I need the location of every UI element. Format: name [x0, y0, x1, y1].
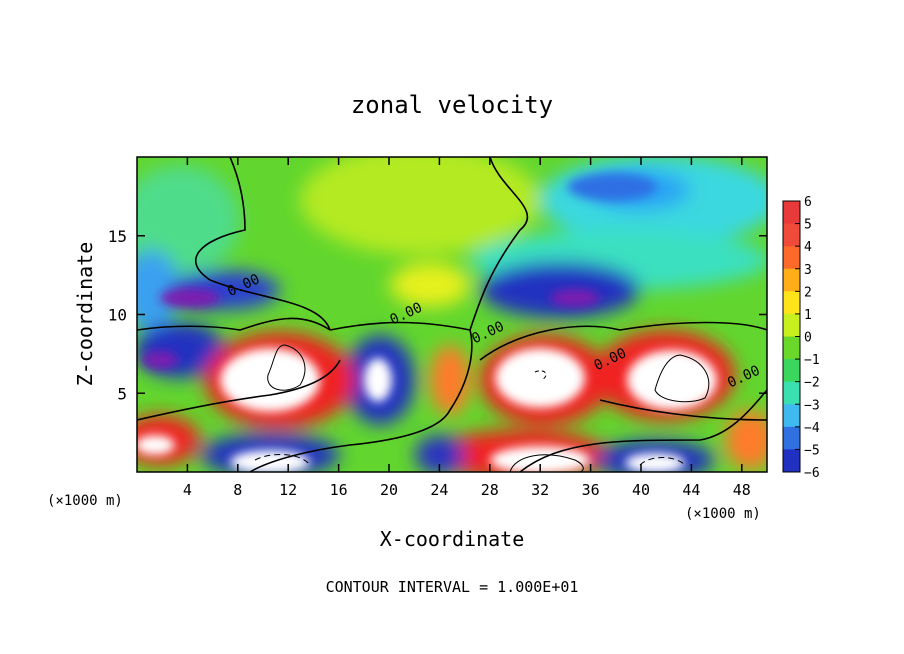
colorbar-tick-label: 6: [804, 195, 812, 210]
colorbar-tick-label: 3: [804, 263, 812, 278]
y-tick-label: 10: [108, 306, 127, 325]
x-tick-label: 8: [233, 481, 242, 499]
zero-contour-lines: [137, 157, 767, 472]
colorbar: 6 5 4 3 2 1 0 −1 −2 −3 −4 −5 −6: [782, 195, 820, 481]
contour-interval-note: CONTOUR INTERVAL = 1.000E+01: [326, 578, 579, 596]
x-tick-label: 36: [582, 481, 600, 499]
colorbar-tick-label: −6: [804, 466, 820, 481]
y-tick-label: 15: [108, 227, 127, 246]
x-tick-label: 32: [531, 481, 549, 499]
colorbar-segment: [783, 268, 800, 292]
x-tick-label: 24: [430, 481, 448, 499]
colorbar-tick-label: −3: [804, 398, 820, 413]
colorbar-segment: [783, 313, 800, 337]
colorbar-tick-label: 0: [804, 331, 812, 346]
colorbar-tick-label: −5: [804, 443, 820, 458]
x-tick-label: 28: [481, 481, 499, 499]
x-axis-label: X-coordinate: [380, 527, 525, 551]
colorbar-tick-label: 5: [804, 218, 812, 233]
colorbar-segment: [783, 381, 800, 405]
x-tick-label: 16: [330, 481, 348, 499]
colorbar-tick-label: 4: [804, 240, 812, 255]
colorbar-segment: [783, 246, 800, 270]
colorbar-tick-label: −4: [804, 421, 820, 436]
y-axis-label: Z-coordinate: [73, 242, 97, 387]
colorbar-segment: [783, 201, 800, 225]
chart-title: zonal velocity: [351, 91, 553, 119]
x-unit-right: (×1000 m): [685, 506, 761, 522]
colorbar-segment: [783, 291, 800, 315]
y-tick-label: 5: [117, 384, 127, 403]
colorbar-segment: [783, 426, 800, 450]
x-tick-label: 44: [682, 481, 700, 499]
x-tick-label: 12: [279, 481, 297, 499]
x-tick-label: 4: [183, 481, 192, 499]
colorbar-segment: [783, 336, 800, 360]
colorbar-tick-label: −1: [804, 353, 820, 368]
velocity-field: [137, 157, 767, 472]
colorbar-segment: [783, 404, 800, 428]
x-axis: 4 8 12 16 20 24 28 32 36 40 44 48: [183, 157, 751, 499]
colorbar-tick-label: −2: [804, 376, 820, 391]
x-unit-left: (×1000 m): [47, 493, 123, 509]
x-tick-label: 40: [632, 481, 650, 499]
colorbar-segment: [783, 223, 800, 247]
colorbar-segment: [783, 359, 800, 383]
y-axis: 5 10 15: [108, 227, 767, 403]
colorbar-segment: [783, 449, 800, 473]
x-tick-label: 48: [733, 481, 751, 499]
x-tick-label: 20: [380, 481, 398, 499]
colorbar-tick-label: 1: [804, 308, 812, 323]
colorbar-tick-label: 2: [804, 285, 812, 300]
